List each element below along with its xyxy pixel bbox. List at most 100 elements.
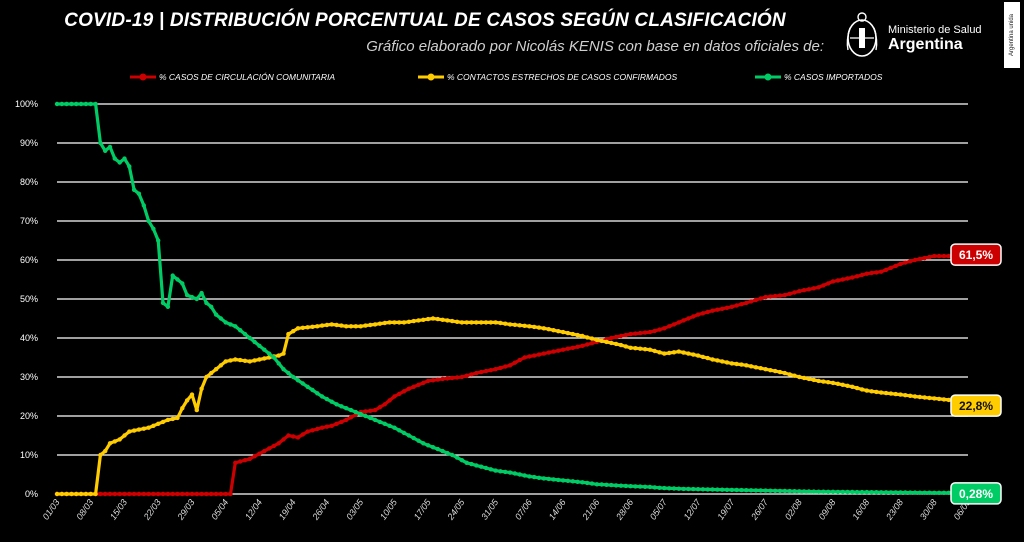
data-point xyxy=(310,324,315,329)
chart-title: COVID-19 | DISTRIBUCIÓN PORCENTUAL DE CA… xyxy=(64,10,786,31)
final-value-label: 61,5% xyxy=(959,248,993,262)
data-point xyxy=(64,101,69,107)
data-point xyxy=(541,476,546,481)
data-point xyxy=(199,290,204,296)
data-point xyxy=(411,435,416,441)
data-point xyxy=(146,218,151,224)
data-point xyxy=(175,277,180,282)
data-point xyxy=(387,320,392,325)
data-point xyxy=(801,288,807,293)
data-point xyxy=(763,488,768,493)
data-point xyxy=(589,341,595,346)
data-point xyxy=(397,428,402,433)
data-point xyxy=(175,415,180,421)
data-point xyxy=(160,419,166,425)
data-point xyxy=(532,324,537,330)
series-line xyxy=(57,102,997,495)
data-point xyxy=(517,323,522,328)
data-point xyxy=(425,378,431,384)
data-point xyxy=(536,352,542,357)
data-point xyxy=(122,156,127,161)
data-point xyxy=(503,469,508,475)
data-point xyxy=(339,323,344,328)
data-point xyxy=(488,320,493,325)
data-point xyxy=(556,348,561,353)
data-point xyxy=(228,322,233,327)
data-point xyxy=(667,324,672,329)
data-point xyxy=(184,491,190,497)
data-point xyxy=(281,437,286,442)
data-point xyxy=(604,339,609,345)
data-point xyxy=(315,426,320,432)
data-point xyxy=(474,370,479,376)
data-point xyxy=(575,332,580,338)
data-point xyxy=(377,419,383,425)
data-point xyxy=(917,256,922,262)
data-point xyxy=(551,477,556,482)
data-point xyxy=(247,456,252,462)
y-tick-label: 50% xyxy=(20,294,38,304)
data-point xyxy=(401,320,407,325)
data-point xyxy=(826,489,831,494)
x-tick-label: 10/05 xyxy=(378,497,400,522)
data-point xyxy=(445,318,450,323)
data-point xyxy=(319,425,325,430)
data-point xyxy=(262,356,267,361)
data-point xyxy=(247,359,252,364)
data-point xyxy=(315,324,320,329)
data-point xyxy=(479,464,484,469)
side-tag: Argentina unida xyxy=(1004,2,1020,68)
data-point xyxy=(604,482,609,487)
data-point xyxy=(127,164,132,169)
data-point xyxy=(435,316,440,322)
data-point xyxy=(233,460,238,465)
data-point xyxy=(74,491,79,497)
data-point xyxy=(854,385,860,391)
data-point xyxy=(184,292,190,298)
data-point xyxy=(739,362,744,367)
data-point xyxy=(734,361,739,367)
data-point xyxy=(160,300,166,306)
data-point xyxy=(638,346,643,351)
data-point xyxy=(681,318,686,323)
data-point xyxy=(830,279,836,284)
data-point xyxy=(213,367,219,372)
data-point xyxy=(642,330,648,335)
data-point xyxy=(83,491,89,497)
data-point xyxy=(498,365,503,371)
data-point xyxy=(459,320,465,325)
data-point xyxy=(715,307,720,312)
x-tick-label: 03/05 xyxy=(344,497,366,522)
data-point xyxy=(387,423,392,428)
data-point xyxy=(122,491,127,497)
data-point xyxy=(88,101,93,107)
data-point xyxy=(850,275,855,280)
data-point xyxy=(507,322,513,327)
data-point xyxy=(334,421,339,426)
data-point xyxy=(464,373,469,378)
data-point xyxy=(609,340,614,346)
data-point xyxy=(657,327,662,332)
data-point xyxy=(512,360,518,365)
data-point xyxy=(286,331,291,337)
data-point xyxy=(329,399,334,404)
data-point xyxy=(830,489,836,494)
data-point xyxy=(411,384,416,389)
data-point xyxy=(686,316,691,321)
data-point xyxy=(421,441,426,446)
data-point xyxy=(223,491,228,497)
data-point xyxy=(348,415,354,420)
data-point xyxy=(353,324,358,329)
series-line xyxy=(57,316,998,496)
data-point xyxy=(64,491,69,497)
data-point xyxy=(363,323,368,328)
data-point xyxy=(782,488,787,494)
data-point xyxy=(103,448,108,454)
data-point xyxy=(435,377,440,382)
data-point xyxy=(204,491,209,497)
data-point xyxy=(454,319,460,324)
data-point xyxy=(233,324,238,329)
data-point xyxy=(98,452,103,458)
data-point xyxy=(638,330,643,336)
x-tick-label: 16/08 xyxy=(850,497,871,521)
